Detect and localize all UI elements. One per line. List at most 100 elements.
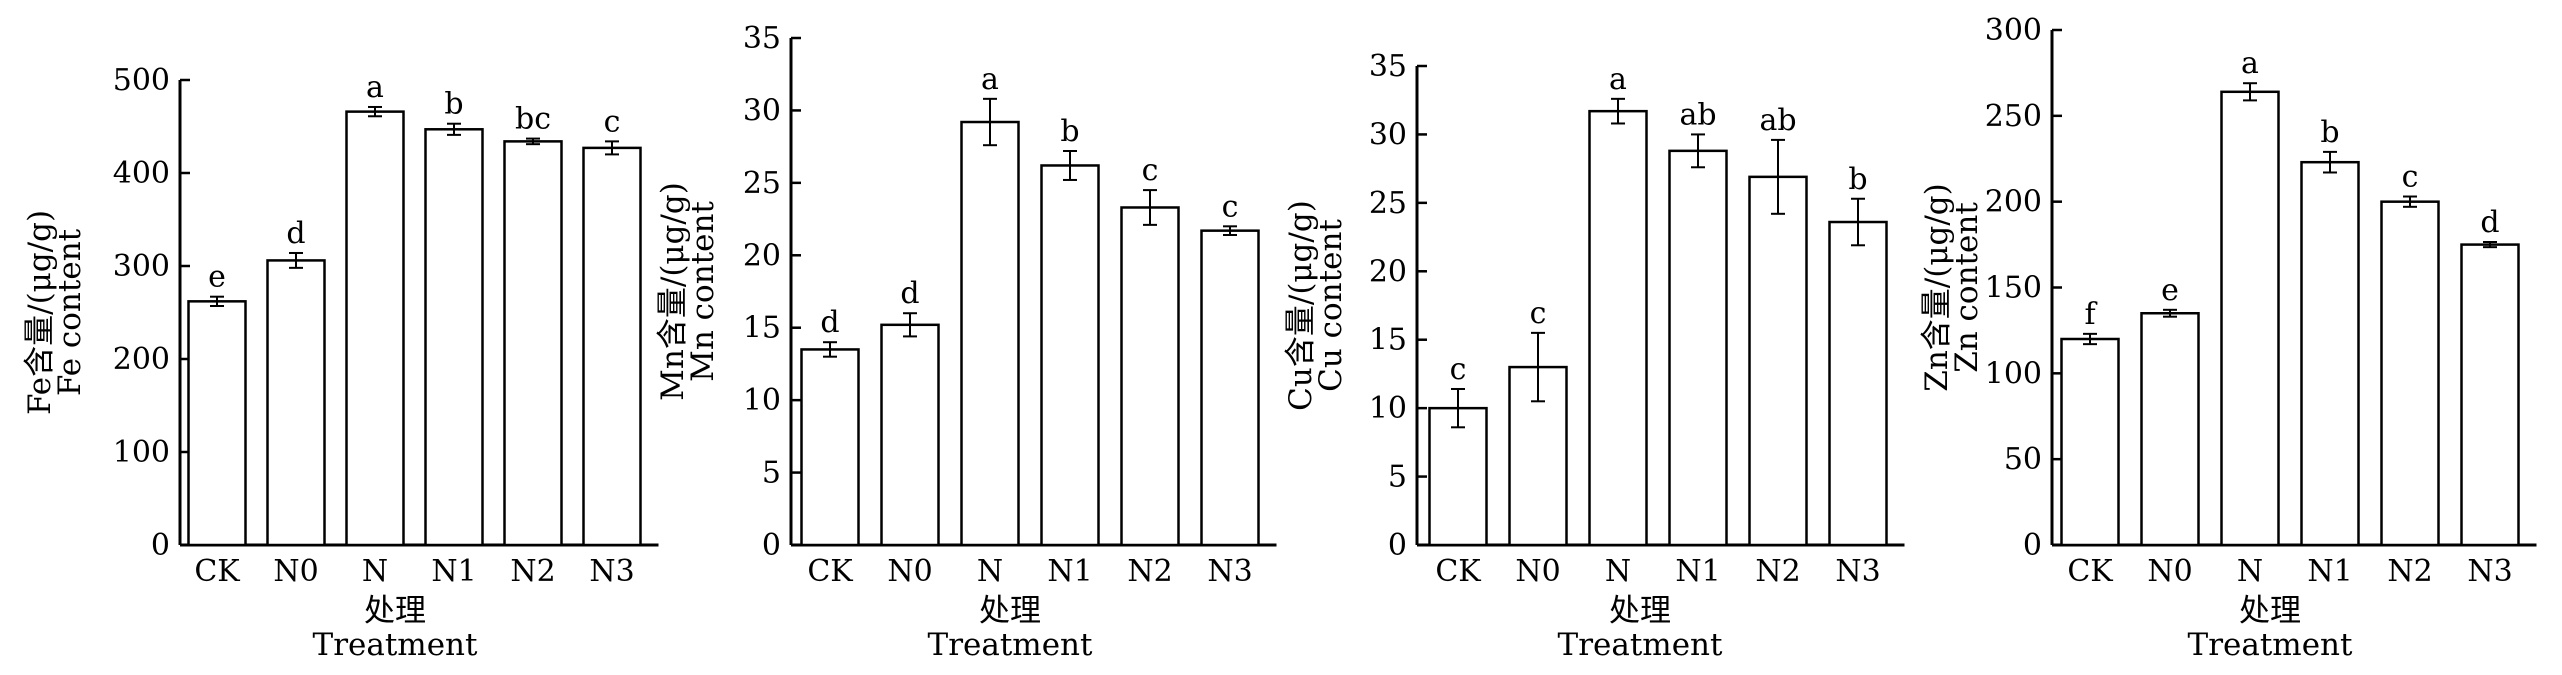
fe-bar (345, 110, 405, 547)
cu-significance-letter: c (1530, 296, 1547, 331)
zn-significance-letter: c (2402, 160, 2419, 195)
fe-y-axis-label-en: Fe content (52, 228, 88, 396)
fe-bar (424, 128, 484, 547)
mn-bar (960, 120, 1020, 547)
zn-significance-letter: d (2480, 205, 2499, 240)
mn-significance-letter: c (1222, 189, 1239, 224)
fe-y-tick-label: 100 (113, 435, 170, 470)
mn-category-label: N (977, 554, 1003, 589)
cu-significance-letter: b (1848, 162, 1867, 197)
zn-significance-letter: e (2161, 273, 2179, 308)
mn-category-label: N1 (1047, 554, 1092, 589)
zn-bar (2060, 337, 2120, 547)
zn-y-axis-label-en: Zn content (1949, 202, 1985, 373)
mn-y-axis-label-cn: Mn含量/(μg/g) (655, 182, 691, 401)
mn-category-label: N0 (887, 554, 932, 589)
zn-bar (2460, 243, 2520, 547)
zn-category-label: N0 (2147, 554, 2192, 589)
cu-y-tick-label: 30 (1369, 117, 1407, 152)
cu-bar (1668, 149, 1728, 547)
mn-significance-letter: a (981, 62, 999, 97)
zn-y-tick-label: 50 (2004, 442, 2042, 477)
zn-category-label: CK (2067, 554, 2113, 589)
cu-y-tick-label: 0 (1388, 528, 1407, 563)
cu-y-axis-label-en: Cu content (1313, 219, 1349, 392)
cu-y-axis-label-cn: Cu含量/(μg/g) (1283, 200, 1319, 411)
mn-y-tick-label: 30 (743, 93, 781, 128)
mn-significance-letter: d (820, 305, 839, 340)
cu-significance-letter: ab (1759, 103, 1796, 138)
cu-y-tick-label: 5 (1388, 460, 1407, 495)
cu-category-label: N (1605, 554, 1631, 589)
zn-y-axis-label-cn: Zn含量/(μg/g) (1919, 183, 1955, 391)
cu-significance-letter: a (1609, 62, 1627, 97)
mn-significance-letter: b (1060, 114, 1079, 149)
zn-y-tick-label: 100 (1985, 356, 2042, 391)
fe-y-axis-label-cn: Fe含量/(μg/g) (22, 210, 58, 415)
fe-x-axis-label-cn: 处理 (364, 593, 426, 629)
cu-bar (1828, 220, 1888, 547)
fe-x-axis-label-en: Treatment (313, 627, 478, 663)
fe-y-tick-label: 500 (113, 63, 170, 98)
zn-category-label: N (2237, 554, 2263, 589)
zn-y-tick-label: 150 (1985, 271, 2042, 306)
cu-x-axis-label-en: Treatment (1558, 627, 1723, 663)
zn-significance-letter: f (2084, 297, 2097, 332)
zn-category-label: N1 (2307, 554, 2352, 589)
cu-category-label: N0 (1515, 554, 1560, 589)
fe-significance-letter: e (208, 260, 226, 295)
zn-x-axis-label-cn: 处理 (2239, 593, 2301, 629)
zn-category-label: N3 (2467, 554, 2512, 589)
cu-chart: 0 5 10 15 20 25 30 35 c CK c N0 a Nab N1 ab N2 b N3 Cu含量/(μ… (1283, 49, 1905, 663)
zn-x-axis-label-en: Treatment (2188, 627, 2353, 663)
cu-x-axis-label-cn: 处理 (1609, 593, 1671, 629)
zn-category-label: N2 (2387, 554, 2432, 589)
fe-category-label: N0 (273, 554, 318, 589)
fe-category-label: N2 (510, 554, 555, 589)
zn-y-tick-label: 250 (1985, 99, 2042, 134)
cu-y-tick-label: 20 (1369, 254, 1407, 289)
fe-significance-letter: a (366, 70, 384, 105)
fe-y-tick-label: 0 (151, 528, 170, 563)
mn-y-tick-label: 0 (762, 528, 781, 563)
cu-bar (1748, 175, 1808, 547)
fe-bar (582, 146, 642, 547)
mn-significance-letter: d (900, 276, 919, 311)
fe-bar (187, 300, 247, 547)
fe-significance-letter: d (286, 216, 305, 251)
fe-chart: 0 100 200 300 400 500 e CK d N0 a Nb N1 bc N2 c N3 Fe含量/(… (22, 63, 659, 663)
cu-bar (1588, 109, 1648, 547)
cu-significance-letter: ab (1679, 97, 1716, 132)
cu-category-label: N1 (1675, 554, 1720, 589)
fe-significance-letter: bc (515, 102, 551, 137)
cu-y-tick-label: 25 (1369, 186, 1407, 221)
zn-significance-letter: b (2320, 115, 2339, 150)
cu-category-label: N2 (1755, 554, 1800, 589)
fe-bar (503, 140, 563, 547)
mn-chart: 0 5 10 15 20 25 30 35 d CK d N0 a Nb N1 c N2 c N3 Mn含量/(μg/… (655, 21, 1277, 663)
mn-category-label: N3 (1207, 554, 1252, 589)
fe-y-tick-label: 200 (113, 342, 170, 377)
cu-y-tick-label: 10 (1369, 391, 1407, 426)
fe-category-label: N (362, 554, 388, 589)
mn-x-axis-label-cn: 处理 (979, 593, 1041, 629)
cu-bar (1428, 406, 1488, 547)
mn-category-label: CK (807, 554, 853, 589)
fe-significance-letter: c (604, 104, 621, 139)
zn-chart: 0 50 100 150 200 250 300 f CK e N0 a Nb N1 c N2 d N3 Zn含量/… (1919, 13, 2537, 663)
mn-y-tick-label: 35 (743, 21, 781, 56)
zn-significance-letter: a (2241, 46, 2259, 81)
zn-bar (2140, 312, 2200, 547)
mn-bar (880, 323, 940, 547)
mn-bar (800, 348, 860, 547)
fe-category-label: CK (194, 554, 240, 589)
zn-bar (2300, 160, 2360, 547)
mn-significance-letter: c (1142, 153, 1159, 188)
mn-bar (1120, 206, 1180, 547)
mn-y-tick-label: 10 (743, 383, 781, 418)
fe-significance-letter: b (444, 87, 463, 122)
cu-y-tick-label: 35 (1369, 49, 1407, 84)
mn-y-tick-label: 20 (743, 238, 781, 273)
zn-y-tick-label: 200 (1985, 185, 2042, 220)
